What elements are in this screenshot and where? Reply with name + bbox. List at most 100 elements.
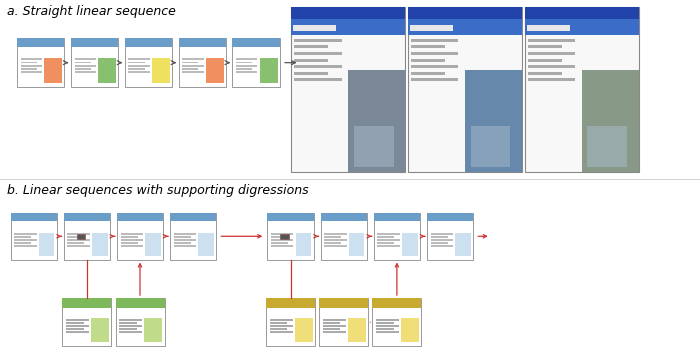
Bar <box>527 25 570 31</box>
Text: b. Linear sequences with supporting digressions: b. Linear sequences with supporting digr… <box>7 184 309 197</box>
Bar <box>182 58 204 61</box>
Bar <box>430 239 453 241</box>
Bar <box>66 319 89 321</box>
Bar <box>14 245 36 247</box>
Bar <box>74 62 90 63</box>
Bar <box>411 65 458 68</box>
Bar <box>348 318 365 343</box>
Bar <box>271 239 293 241</box>
Bar <box>319 298 368 347</box>
Bar <box>470 126 510 167</box>
Bar <box>20 65 42 67</box>
Bar <box>198 233 214 256</box>
Bar <box>411 72 445 75</box>
Bar <box>66 328 83 330</box>
Bar <box>236 65 258 67</box>
Bar <box>410 25 454 31</box>
Bar <box>528 39 575 42</box>
Bar <box>377 245 400 247</box>
Bar <box>324 242 342 244</box>
Bar <box>91 318 109 343</box>
Bar <box>528 52 575 55</box>
Bar <box>62 298 111 347</box>
Bar <box>290 19 405 35</box>
Bar <box>116 298 164 308</box>
Bar <box>144 318 162 343</box>
Bar <box>377 233 400 235</box>
Bar <box>372 298 421 347</box>
Bar <box>377 319 399 321</box>
Bar <box>71 39 118 87</box>
Bar <box>528 72 562 75</box>
Bar <box>377 332 399 333</box>
Bar <box>120 236 138 238</box>
Bar <box>182 71 204 73</box>
Bar <box>270 332 293 333</box>
Bar <box>377 236 395 238</box>
Bar <box>67 233 90 235</box>
Bar <box>323 325 346 327</box>
Bar <box>455 233 471 256</box>
Bar <box>295 233 312 256</box>
Bar <box>430 242 448 244</box>
Bar <box>67 245 90 247</box>
Bar <box>290 7 405 172</box>
Bar <box>427 213 473 221</box>
Bar <box>71 39 118 47</box>
Bar <box>402 233 418 256</box>
Bar <box>319 298 368 308</box>
Bar <box>324 245 346 247</box>
Bar <box>260 58 278 83</box>
Bar <box>128 65 150 67</box>
Bar <box>92 233 108 256</box>
Bar <box>430 233 453 235</box>
Bar <box>377 239 400 241</box>
Bar <box>324 233 346 235</box>
Bar <box>465 70 522 172</box>
Bar <box>525 19 638 35</box>
Bar <box>98 58 116 83</box>
Bar <box>232 39 280 87</box>
Bar <box>120 328 136 330</box>
Bar <box>430 245 453 247</box>
Bar <box>44 58 62 83</box>
Bar <box>582 70 638 172</box>
Bar <box>64 213 110 260</box>
Bar <box>295 318 312 343</box>
Bar <box>76 234 85 238</box>
Bar <box>67 239 90 241</box>
Bar <box>67 236 85 238</box>
Bar <box>293 25 337 31</box>
Bar <box>236 68 252 70</box>
Bar <box>20 62 36 63</box>
Bar <box>430 236 448 238</box>
Bar <box>120 332 142 333</box>
Bar <box>323 319 346 321</box>
Bar <box>236 71 258 73</box>
Bar <box>66 325 89 327</box>
Bar <box>374 213 420 221</box>
Bar <box>525 7 638 172</box>
Bar <box>125 39 172 87</box>
Bar <box>294 45 328 48</box>
Bar <box>174 233 196 235</box>
Bar <box>528 45 562 48</box>
Bar <box>587 126 627 167</box>
Bar <box>349 233 365 256</box>
Bar <box>377 242 395 244</box>
Bar <box>372 298 421 308</box>
Bar <box>182 65 204 67</box>
Bar <box>294 52 342 55</box>
Bar <box>62 298 111 308</box>
Bar <box>182 62 198 63</box>
Bar <box>321 213 367 221</box>
Bar <box>67 242 85 244</box>
Bar <box>116 298 164 347</box>
Bar <box>294 59 328 62</box>
Bar <box>348 70 405 172</box>
Bar <box>66 332 89 333</box>
Bar <box>206 58 224 83</box>
Bar <box>324 239 346 241</box>
Bar <box>280 234 288 238</box>
Bar <box>525 7 638 19</box>
